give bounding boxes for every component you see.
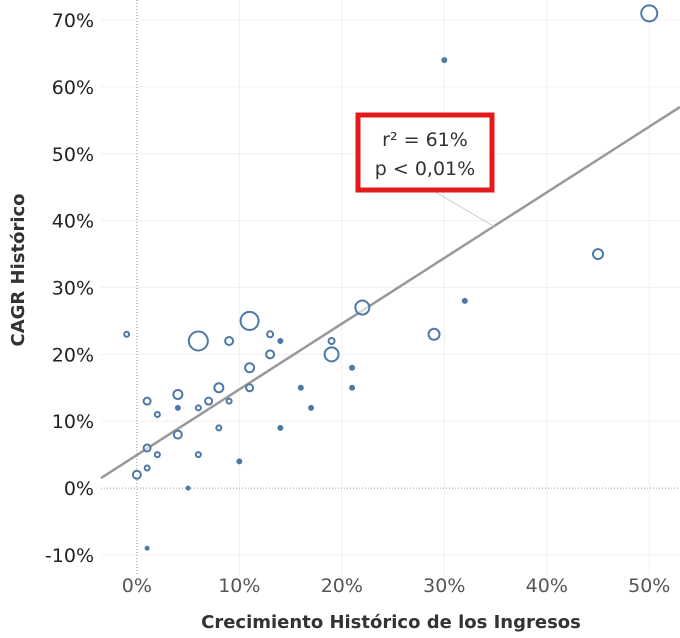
annotation-p-value: p < 0,01%: [375, 158, 475, 180]
zero-reference-lines: [101, 0, 680, 575]
data-point: [349, 384, 356, 391]
y-tick-label: 0%: [64, 478, 94, 500]
data-point: [142, 443, 152, 453]
data-point: [323, 346, 340, 363]
data-point: [172, 429, 183, 440]
data-point: [194, 451, 202, 459]
data-point: [640, 4, 659, 23]
trend-line-group: [100, 105, 680, 480]
data-point: [123, 330, 131, 338]
data-point: [225, 397, 233, 405]
y-tick-label: 10%: [52, 411, 94, 433]
data-point: [153, 451, 161, 459]
data-point: [266, 330, 275, 339]
y-axis-title: CAGR Histórico: [8, 193, 29, 346]
data-point: [224, 335, 235, 346]
data-point: [204, 396, 214, 406]
data-point: [131, 469, 142, 480]
data-point: [172, 388, 184, 400]
data-point: [194, 404, 202, 412]
data-point: [236, 458, 243, 465]
data-point: [277, 424, 284, 431]
x-axis-title: Crecimiento Histórico de los Ingresos: [201, 612, 581, 633]
y-tick-label: 20%: [52, 344, 94, 366]
data-point: [187, 330, 209, 352]
data-point: [265, 349, 276, 360]
data-point: [215, 424, 223, 432]
x-tick-label: 50%: [628, 575, 670, 597]
y-tick-label: 70%: [52, 10, 94, 32]
data-point: [327, 336, 336, 345]
data-point: [142, 396, 152, 406]
data-point: [174, 404, 181, 411]
data-point: [308, 404, 315, 411]
data-point: [244, 362, 256, 374]
annotation-leader-line: [431, 189, 496, 228]
x-tick-label: 10%: [218, 575, 260, 597]
data-point: [144, 545, 150, 551]
annotation-r-squared: r² = 61%: [382, 129, 468, 151]
data-point: [354, 299, 371, 316]
data-point: [297, 384, 304, 391]
data-point: [153, 411, 161, 419]
x-axis-ticks: 0% 10% 20% 30% 40% 50%: [122, 575, 671, 597]
x-tick-label: 30%: [423, 575, 465, 597]
data-points: [123, 4, 659, 551]
data-point: [277, 337, 284, 344]
x-tick-label: 0%: [122, 575, 152, 597]
x-tick-label: 20%: [321, 575, 363, 597]
data-point: [213, 382, 225, 394]
annotation-box: [355, 112, 495, 193]
annotation-group: r² = 61% p < 0,01%: [355, 112, 496, 228]
trend-line: [100, 105, 680, 480]
x-tick-label: 40%: [526, 575, 568, 597]
data-point: [245, 383, 255, 393]
data-point: [349, 364, 356, 371]
data-point: [185, 485, 191, 491]
data-point: [461, 297, 468, 304]
y-tick-label: 30%: [52, 278, 94, 300]
y-axis-ticks: -10% 0% 10% 20% 30% 40% 50% 60% 70%: [45, 10, 94, 567]
y-tick-label: -10%: [45, 545, 94, 567]
data-point: [427, 327, 441, 341]
data-point: [441, 57, 448, 64]
y-tick-label: 40%: [52, 211, 94, 233]
data-point: [143, 464, 151, 472]
data-point: [592, 248, 605, 261]
y-tick-label: 60%: [52, 77, 94, 99]
data-point: [239, 310, 260, 331]
y-tick-label: 50%: [52, 144, 94, 166]
